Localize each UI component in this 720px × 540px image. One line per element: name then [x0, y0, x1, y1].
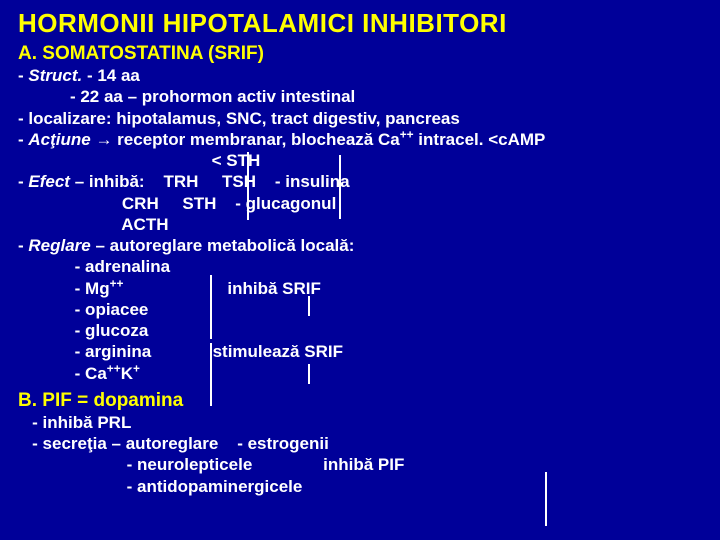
- bracket-icon: [210, 275, 212, 339]
- eff-line3: ACTH: [18, 214, 702, 235]
- struct-val1: - 14 aa: [82, 66, 140, 85]
- struct-line2: - 22 aa – prohormon activ intestinal: [18, 86, 702, 107]
- reg-label: Reglare: [28, 236, 90, 255]
- eff-label: Efect: [28, 172, 70, 191]
- b4: - antidopaminergicele: [18, 476, 702, 497]
- bracket-icon: [339, 155, 341, 219]
- act-text: → receptor membranar, blochează Ca: [91, 130, 400, 149]
- bracket-icon: [247, 152, 249, 220]
- reg2: - Mg++ inhibă SRIF: [18, 278, 702, 299]
- reg1: - adrenalina: [18, 256, 702, 277]
- bracket-icon: [545, 472, 547, 526]
- reg3: - opiacee: [18, 299, 702, 320]
- reg-head: - Reglare – autoreglare metabolică local…: [18, 235, 702, 256]
- bracket-icon: [210, 343, 212, 406]
- reg2b: inhibă SRIF: [124, 279, 321, 298]
- bracket-icon: [308, 296, 310, 316]
- struct-line1: - Struct. - 14 aa: [18, 65, 702, 86]
- b3: - neurolepticele inhibă PIF: [18, 454, 702, 475]
- ca-sup: ++: [400, 127, 414, 141]
- struct-label: Struct.: [28, 66, 82, 85]
- act-line: - Acţiune → receptor membranar, blocheaz…: [18, 129, 702, 150]
- page-title: HORMONII HIPOTALAMICI INHIBITORI: [18, 8, 702, 39]
- reg4: - glucoza: [18, 320, 702, 341]
- k-sup: +: [133, 361, 140, 375]
- act-sth: < STH: [18, 150, 702, 171]
- act-label: Acţiune: [28, 130, 90, 149]
- reg2a: - Mg: [18, 279, 110, 298]
- reg5: - arginina stimulează SRIF: [18, 341, 702, 362]
- bracket-icon: [308, 364, 310, 384]
- ca2-sup: ++: [107, 361, 121, 375]
- b2: - secreţia – autoreglare - estrogenii: [18, 433, 702, 454]
- eff-line2: CRH STH - glucagonul: [18, 193, 702, 214]
- b1: - inhibă PRL: [18, 412, 702, 433]
- mg-sup: ++: [110, 276, 124, 290]
- eff-line1: - Efect – inhibă: TRH TSH - insulina: [18, 171, 702, 192]
- act-tail: intracel. <cAMP: [414, 130, 546, 149]
- reg6: - Ca++K+: [18, 363, 702, 384]
- reg-head-text: – autoreglare metabolică locală:: [91, 236, 355, 255]
- reg6a: - Ca: [18, 364, 107, 383]
- reg6b: K: [121, 364, 133, 383]
- section-a-head: A. SOMATOSTATINA (SRIF): [18, 43, 702, 65]
- section-b-head: B. PIF = dopamina: [18, 390, 702, 412]
- eff1: – inhibă: TRH TSH - insulina: [70, 172, 350, 191]
- loc-line: - localizare: hipotalamus, SNC, tract di…: [18, 108, 702, 129]
